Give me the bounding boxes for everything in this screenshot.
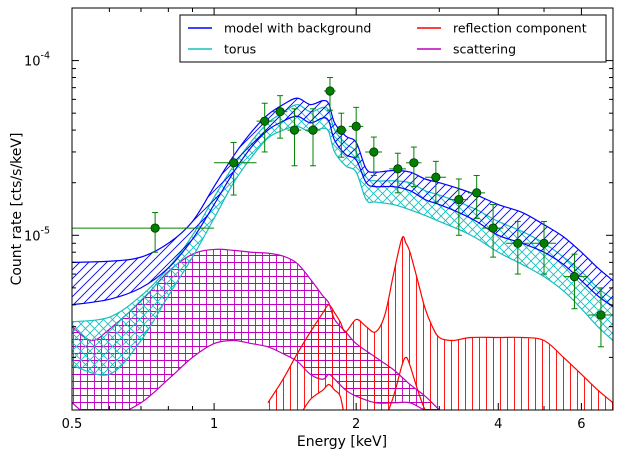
data-point-marker (596, 310, 606, 320)
legend-entry-torus: torus (188, 42, 256, 57)
legend-entry-model-with-background: model with background (188, 21, 371, 36)
data-point (305, 108, 321, 167)
data-point-marker (351, 121, 361, 132)
torus-band-fill (72, 104, 613, 376)
data-points (72, 77, 613, 348)
data-point-marker (260, 116, 270, 126)
data-point (272, 95, 288, 139)
data-point-marker (275, 107, 285, 117)
data-point (505, 220, 530, 275)
data-point-marker (229, 158, 239, 168)
data-point-marker (409, 158, 419, 168)
x-tick-label: 4 (494, 417, 502, 432)
data-point-marker (393, 164, 403, 174)
data-point-marker (569, 272, 580, 282)
y-tick-label: 10-5 (24, 225, 50, 244)
data-point-marker (513, 238, 523, 248)
torus-lower-line (72, 125, 613, 376)
reflection-component-lower-line (302, 356, 426, 410)
y-tick-label: 10-4 (24, 51, 50, 70)
data-point (405, 146, 422, 188)
data-point-marker (369, 147, 379, 157)
data-point-marker (289, 125, 300, 135)
data-point (365, 136, 383, 176)
data-point-marker (431, 172, 441, 182)
data-point (214, 141, 257, 196)
data-point-marker (472, 188, 482, 198)
data-point (256, 102, 273, 153)
legend-label: reflection component (453, 21, 587, 36)
plot-frame (71, 7, 614, 411)
x-tick-label: 0.5 (62, 417, 83, 432)
legend-label: scattering (453, 42, 516, 57)
x-tick-label: 2 (352, 417, 360, 432)
data-point (348, 106, 364, 158)
legend-label: torus (224, 42, 256, 57)
data-point (72, 212, 215, 253)
data-point-marker (488, 223, 498, 233)
model-with-background-band-fill (72, 98, 613, 307)
reflection-component-band-fill (267, 236, 613, 410)
data-point (482, 204, 504, 258)
x-tick-label: 1 (210, 417, 218, 432)
legend-box (179, 14, 607, 63)
legend-entry-reflection-component: reflection component (417, 21, 587, 36)
legend-entry-scattering: scattering (417, 42, 516, 57)
model-with-background-upper-line (72, 97, 613, 282)
data-point-marker (454, 195, 464, 205)
data-point (324, 77, 336, 111)
data-point-marker (325, 86, 335, 96)
data-point (287, 108, 302, 167)
data-point (425, 160, 447, 203)
data-point (563, 253, 589, 310)
data-point (588, 287, 613, 348)
data-point-marker (150, 223, 160, 233)
data-point-marker (336, 125, 346, 135)
data-point (335, 112, 347, 158)
axis-ticks: 0.5 1 2 4 6 10-5 10-4 (24, 7, 614, 432)
model-bands (72, 97, 613, 410)
data-point (389, 152, 406, 194)
y-axis-label: Count rate [cts/s/keV] (9, 133, 25, 286)
data-point-marker (308, 125, 318, 135)
x-tick-label: 6 (577, 417, 585, 432)
data-point (449, 178, 468, 236)
x-axis-label: Energy [keV] (297, 434, 387, 450)
data-point (531, 220, 556, 275)
data-point (467, 174, 486, 219)
data-point-marker (539, 238, 549, 248)
reflection-component-upper-line (267, 236, 613, 404)
legend-label: model with background (224, 21, 371, 36)
legend: model with background reflection componen… (179, 14, 607, 63)
